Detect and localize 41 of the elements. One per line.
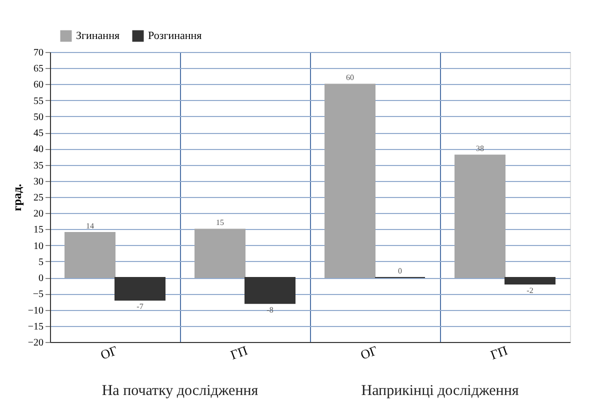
y-tick-label: 35 (34, 160, 44, 172)
y-axis-title: град. (10, 184, 24, 212)
y-tick-label: −10 (28, 305, 44, 316)
y-tick-label: 45 (34, 128, 44, 140)
y-tick-label: 0 (38, 273, 44, 284)
y-tick-label: 25 (34, 192, 44, 204)
bar (64, 232, 116, 278)
y-tick-label: 20 (34, 208, 44, 220)
data-label: -2 (526, 286, 534, 295)
legend-label: Згинання (76, 30, 120, 42)
legend-label: Розгинання (148, 30, 202, 42)
y-tick-label: 50 (34, 112, 44, 123)
x-tick-label: ГП (488, 342, 510, 362)
data-label: 0 (398, 266, 402, 276)
y-tick-label: 15 (34, 224, 44, 236)
data-label: 15 (216, 218, 224, 228)
x-tick-label: ОГ (358, 342, 380, 362)
bar (504, 277, 556, 284)
y-tick-label: 55 (34, 96, 44, 107)
y-tick-label: −5 (32, 289, 44, 300)
x-tick-label: ОГ (98, 342, 120, 362)
y-tick-label: −20 (28, 338, 44, 348)
bar (324, 84, 376, 278)
bar (244, 277, 296, 304)
data-label: 60 (346, 73, 354, 82)
y-tick-label: 65 (34, 64, 44, 75)
y-tick-label: 70 (34, 48, 44, 58)
bar (454, 154, 506, 278)
y-tick-label: 60 (34, 80, 44, 91)
y-tick-label: 40 (34, 144, 44, 156)
y-tick-label: 5 (38, 256, 44, 268)
bar (114, 277, 166, 301)
x-tick-label: ГП (228, 342, 250, 362)
bar (194, 228, 246, 278)
data-label: 14 (86, 221, 94, 230)
data-label: -7 (136, 302, 144, 312)
y-tick-label: −15 (28, 321, 44, 332)
text: Наприкінці дослідження (361, 383, 519, 399)
text: На початку дослідження (102, 383, 258, 399)
y-tick-label: 10 (34, 240, 44, 252)
y-tick-label: 30 (34, 176, 44, 188)
